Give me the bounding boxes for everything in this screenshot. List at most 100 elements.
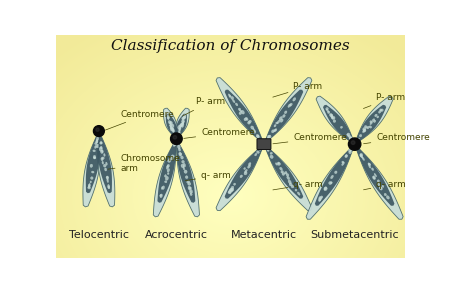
Ellipse shape xyxy=(174,142,176,146)
Polygon shape xyxy=(163,108,179,139)
Ellipse shape xyxy=(162,186,165,189)
Ellipse shape xyxy=(349,151,351,154)
Ellipse shape xyxy=(267,135,270,137)
Text: Classification of Chromosomes: Classification of Chromosomes xyxy=(111,39,350,53)
Ellipse shape xyxy=(280,119,283,122)
Ellipse shape xyxy=(345,155,347,157)
Ellipse shape xyxy=(174,135,176,137)
Text: P- arm: P- arm xyxy=(364,93,405,108)
Ellipse shape xyxy=(178,148,180,151)
Polygon shape xyxy=(96,130,112,193)
Ellipse shape xyxy=(372,119,375,122)
Ellipse shape xyxy=(284,111,287,114)
Ellipse shape xyxy=(342,162,344,166)
Ellipse shape xyxy=(360,154,362,157)
Ellipse shape xyxy=(274,124,276,127)
Ellipse shape xyxy=(374,120,376,122)
Polygon shape xyxy=(352,96,393,146)
Ellipse shape xyxy=(93,155,96,158)
Ellipse shape xyxy=(279,167,282,170)
Ellipse shape xyxy=(331,116,333,118)
Ellipse shape xyxy=(248,122,250,124)
Ellipse shape xyxy=(282,173,285,175)
Ellipse shape xyxy=(346,134,349,137)
Circle shape xyxy=(94,126,104,136)
Ellipse shape xyxy=(293,98,296,101)
Ellipse shape xyxy=(102,157,104,159)
FancyBboxPatch shape xyxy=(257,139,271,150)
Ellipse shape xyxy=(182,120,184,124)
Ellipse shape xyxy=(90,164,93,167)
Ellipse shape xyxy=(96,139,98,143)
Polygon shape xyxy=(262,90,303,146)
Ellipse shape xyxy=(106,162,107,165)
Ellipse shape xyxy=(100,146,102,149)
Polygon shape xyxy=(261,78,312,146)
Polygon shape xyxy=(216,78,266,146)
Ellipse shape xyxy=(375,114,377,117)
Ellipse shape xyxy=(228,94,230,97)
Ellipse shape xyxy=(176,135,179,138)
Ellipse shape xyxy=(356,139,359,142)
Text: Centromere: Centromere xyxy=(364,133,430,144)
Ellipse shape xyxy=(357,138,360,140)
Ellipse shape xyxy=(347,133,350,136)
Ellipse shape xyxy=(378,110,381,113)
Ellipse shape xyxy=(231,97,234,99)
Ellipse shape xyxy=(362,157,364,160)
Ellipse shape xyxy=(332,116,335,119)
Ellipse shape xyxy=(180,156,183,159)
Ellipse shape xyxy=(108,186,110,189)
Ellipse shape xyxy=(350,148,353,151)
Ellipse shape xyxy=(182,117,184,120)
Ellipse shape xyxy=(379,187,382,190)
Ellipse shape xyxy=(251,126,254,129)
Ellipse shape xyxy=(328,182,332,184)
Ellipse shape xyxy=(378,183,380,186)
Ellipse shape xyxy=(179,126,181,130)
Text: Centromere: Centromere xyxy=(184,128,255,138)
Ellipse shape xyxy=(167,168,170,172)
Ellipse shape xyxy=(188,182,191,185)
Ellipse shape xyxy=(360,135,362,137)
Ellipse shape xyxy=(96,144,99,146)
Ellipse shape xyxy=(333,120,336,122)
Ellipse shape xyxy=(178,130,180,133)
Ellipse shape xyxy=(102,161,104,164)
Ellipse shape xyxy=(94,157,95,159)
Ellipse shape xyxy=(248,165,251,168)
Ellipse shape xyxy=(188,186,191,190)
Ellipse shape xyxy=(324,187,327,190)
Ellipse shape xyxy=(255,153,257,156)
Ellipse shape xyxy=(244,168,246,170)
Ellipse shape xyxy=(384,193,387,196)
Polygon shape xyxy=(352,142,403,219)
Ellipse shape xyxy=(260,148,261,150)
Polygon shape xyxy=(316,96,357,146)
Ellipse shape xyxy=(329,114,333,117)
Ellipse shape xyxy=(367,126,369,129)
Ellipse shape xyxy=(288,104,291,107)
Ellipse shape xyxy=(160,194,162,198)
Ellipse shape xyxy=(267,137,270,139)
Ellipse shape xyxy=(181,120,184,123)
Ellipse shape xyxy=(182,160,184,163)
Ellipse shape xyxy=(256,135,259,138)
Ellipse shape xyxy=(90,181,91,183)
Ellipse shape xyxy=(287,176,290,180)
Ellipse shape xyxy=(170,124,171,127)
Polygon shape xyxy=(83,130,102,207)
Ellipse shape xyxy=(368,163,370,166)
Ellipse shape xyxy=(267,149,269,151)
Ellipse shape xyxy=(182,122,184,125)
Ellipse shape xyxy=(277,120,280,124)
Ellipse shape xyxy=(104,164,106,167)
Polygon shape xyxy=(323,105,357,146)
Ellipse shape xyxy=(281,171,284,173)
Ellipse shape xyxy=(181,125,184,127)
Ellipse shape xyxy=(295,189,297,191)
Ellipse shape xyxy=(181,164,184,168)
Ellipse shape xyxy=(349,135,351,138)
Ellipse shape xyxy=(171,155,174,157)
Ellipse shape xyxy=(239,112,241,115)
